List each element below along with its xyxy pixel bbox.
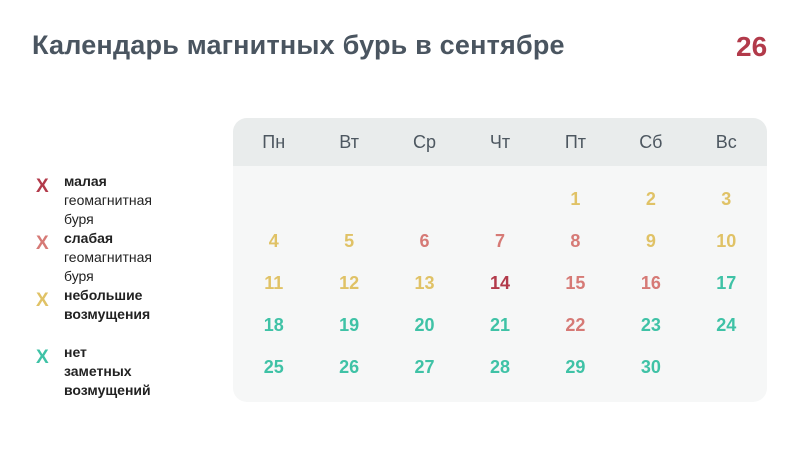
weekday-label: Сб [639,132,663,152]
legend-label-line1: малая [64,173,107,189]
calendar-day: 6 [419,231,430,251]
calendar-day: 11 [264,273,284,293]
calendar-day: 25 [263,357,284,377]
calendar-day: 24 [716,315,737,335]
legend-label-line1: небольшие [64,287,143,303]
calendar-day: 22 [565,315,586,335]
legend-mark: X [36,176,49,197]
legend-label-line2: возмущений [64,382,151,398]
calendar-day: 2 [645,189,656,209]
calendar-day: 8 [570,231,581,251]
calendar-day: 9 [645,231,656,251]
legend-label-line1: нет заметных [64,344,132,379]
empty-cell [236,178,311,220]
empty-cell [462,178,537,220]
empty-cell [387,178,462,220]
legend-label: малая геомагнитная буря [64,172,152,229]
weekday-label: Пн [262,132,286,152]
legend-label-line2: возмущения [64,306,151,322]
calendar-day: 28 [489,357,510,377]
legend-label-line2: геомагнитная буря [64,192,152,227]
calendar-day: 12 [339,273,360,293]
calendar-day: 10 [716,231,737,251]
logo-text: 26 [736,31,767,62]
calendar-day: 29 [565,357,586,377]
calendar-day: 30 [640,357,661,377]
calendar-day: 14 [489,273,510,293]
calendar-day: 4 [268,231,279,251]
calendar-day: 1 [570,189,581,209]
legend-label: нет заметных возмущений [64,343,151,400]
legend-label: небольшие возмущения [64,286,150,324]
weekday-label: Пт [564,132,587,152]
weekday-label: Ср [413,132,437,152]
calendar-day: 13 [414,273,435,293]
legend-mark: X [36,290,49,311]
calendar-day: 20 [414,315,435,335]
calendar-day: 26 [339,357,360,377]
calendar-day: 17 [716,273,737,293]
weekday-header: Пн Вт Ср Чт Пт Сб Вс [233,118,767,166]
calendar-day: 5 [344,231,355,251]
calendar-day: 15 [565,273,586,293]
legend-mark: X [36,233,49,254]
weekday-label: Вт [339,132,359,152]
logo-26-icon: 26 [736,31,767,62]
calendar-day: 21 [489,315,510,335]
calendar-grid: 1 2 3 4 5 6 7 8 9 10 11 12 13 14 15 16 17 18 19 20 21 22 23 24 2… [233,166,767,388]
calendar-day: 7 [494,231,505,251]
legend-label-line2: геомагнитная буря [64,249,152,284]
calendar-day: 27 [414,357,435,377]
legend-label: слабая геомагнитная буря [64,229,152,286]
calendar: Пн Вт Ср Чт Пт Сб Вс 1 2 3 4 5 6 7 8 9 10 11 12 13 14 15 16 17… [233,118,767,402]
calendar-day: 18 [263,315,284,335]
empty-cell [311,178,386,220]
calendar-day: 19 [339,315,360,335]
weekday-label: Вс [715,132,737,152]
weekday-label: Чт [489,132,511,152]
legend-label-line1: слабая [64,230,114,246]
calendar-day: 16 [640,273,661,293]
calendar-day: 23 [640,315,661,335]
page-title: Календарь магнитных бурь в сентябре [32,30,565,60]
calendar-day: 3 [721,189,732,209]
legend-mark: X [36,347,49,368]
